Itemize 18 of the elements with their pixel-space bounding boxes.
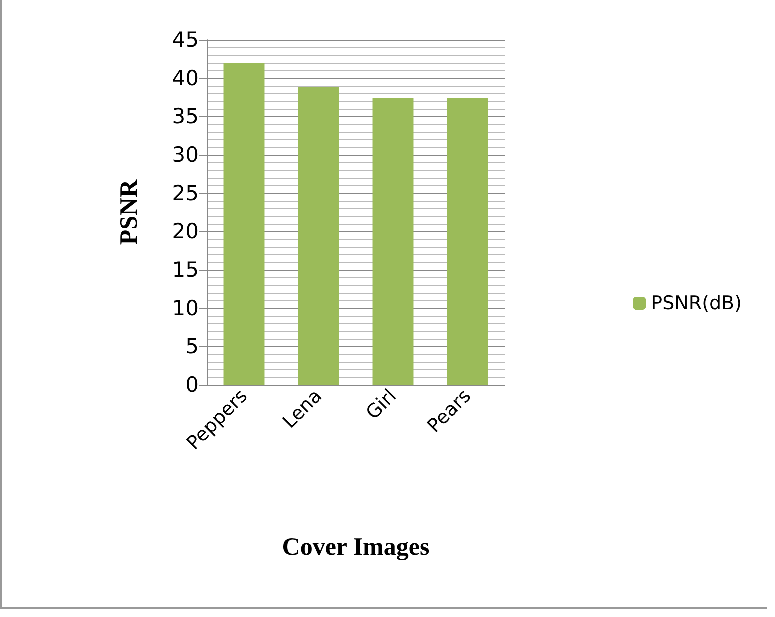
y-tick-label: 25 xyxy=(172,181,199,206)
y-tick-label: 0 xyxy=(186,373,199,397)
bar xyxy=(447,98,488,385)
y-tick-label: 35 xyxy=(172,104,199,129)
y-tick-label: 20 xyxy=(172,220,199,244)
x-axis-title: Cover Images xyxy=(282,534,430,561)
y-tick-label: 15 xyxy=(172,258,199,282)
legend-label: PSNR(dB) xyxy=(651,292,742,314)
bar xyxy=(224,63,265,385)
y-tick-label: 10 xyxy=(172,296,199,320)
x-tick-label: Girl xyxy=(362,385,402,424)
bar xyxy=(298,88,340,385)
y-axis-title: PSNR xyxy=(116,178,143,246)
y-tick-label: 45 xyxy=(172,28,199,52)
y-tick-label: 40 xyxy=(172,66,199,90)
y-tick-label: 30 xyxy=(172,143,199,167)
bar xyxy=(372,98,414,385)
y-tick-label: 5 xyxy=(186,334,199,359)
